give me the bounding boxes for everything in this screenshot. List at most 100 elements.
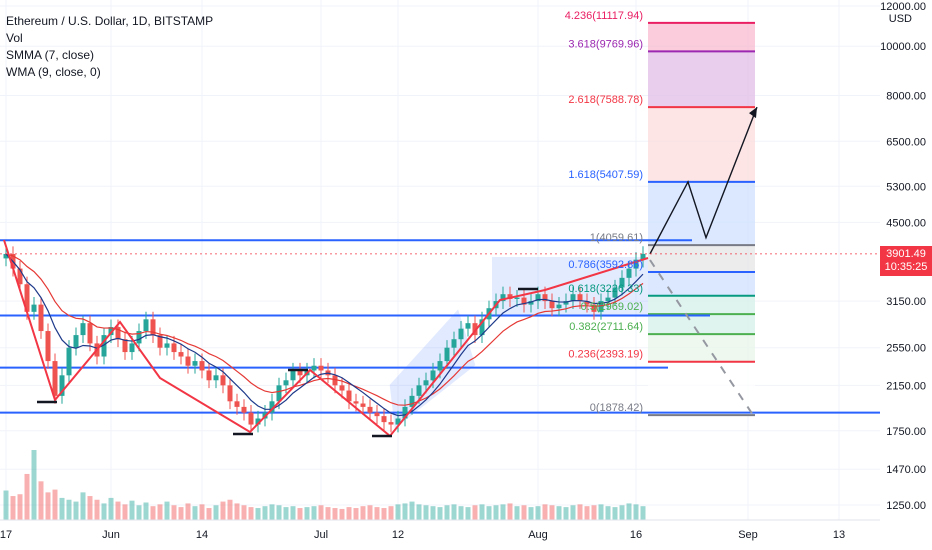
candle-body bbox=[206, 370, 212, 381]
volume-bar bbox=[136, 505, 142, 520]
arrow-head bbox=[749, 107, 757, 119]
candle-body bbox=[52, 361, 58, 396]
volume-bar bbox=[367, 505, 373, 520]
volume-bar bbox=[521, 505, 527, 520]
candle-body bbox=[129, 343, 135, 353]
candle-body bbox=[374, 412, 380, 417]
volume-bar bbox=[66, 499, 72, 520]
volume-bar bbox=[24, 473, 30, 520]
candle-body bbox=[423, 380, 429, 386]
price-tick-label: 4500.00 bbox=[886, 217, 926, 229]
volume-bar bbox=[3, 490, 9, 520]
candle-body bbox=[612, 287, 618, 298]
chart-legend: Ethereum / U.S. Dollar, 1D, BITSTAMP Vol… bbox=[6, 13, 213, 81]
volume-bar bbox=[101, 503, 107, 520]
volume-bar bbox=[241, 505, 247, 520]
fib-zone bbox=[648, 22, 755, 52]
candle-body bbox=[416, 385, 422, 396]
candle-body bbox=[507, 294, 513, 299]
price-tick-label: 5300.00 bbox=[886, 181, 926, 193]
fib-zone bbox=[648, 245, 755, 273]
volume-bar bbox=[479, 504, 485, 520]
candle-body bbox=[465, 323, 471, 329]
last-price: 3901.49 bbox=[886, 248, 926, 260]
volume-bar bbox=[388, 506, 394, 520]
legend-smma[interactable]: SMMA (7, close) bbox=[6, 48, 95, 62]
candle-body bbox=[80, 323, 86, 336]
projection-arrow bbox=[649, 106, 758, 255]
candle-body bbox=[297, 370, 303, 376]
candle-body bbox=[143, 319, 149, 332]
volume-bar bbox=[185, 503, 191, 520]
volume-bar bbox=[570, 505, 576, 520]
volume-bar bbox=[437, 507, 443, 520]
volume-bar bbox=[31, 450, 37, 520]
fib-level-label: 0(1878.42) bbox=[590, 402, 643, 414]
candle-body bbox=[311, 365, 317, 371]
price-axis[interactable]: 12000.00 10000.00 8000.00 6500.00 5300.00 450… bbox=[880, 0, 932, 550]
candle-body bbox=[619, 277, 625, 288]
moving-averages bbox=[5, 253, 644, 417]
candle-body bbox=[521, 297, 527, 305]
time-tick-label: Jun bbox=[102, 529, 120, 541]
trend-drawings bbox=[0, 106, 880, 438]
candle-body bbox=[542, 294, 548, 302]
volume-bar bbox=[374, 507, 380, 520]
time-tick-label: 16 bbox=[630, 529, 642, 541]
candle-body bbox=[563, 301, 569, 305]
volume-bar bbox=[605, 506, 611, 520]
volume-bar bbox=[115, 501, 121, 520]
fib-zone bbox=[648, 334, 755, 362]
fib-extension-zones bbox=[648, 21, 755, 417]
fib-zone bbox=[648, 107, 755, 182]
legend-vol[interactable]: Vol bbox=[6, 31, 23, 45]
volume-bar bbox=[276, 505, 282, 520]
candle-body bbox=[283, 380, 289, 386]
time-axis[interactable]: 17Jun14Jul12Aug16Sep13Oct bbox=[0, 519, 932, 541]
volume-bar bbox=[262, 506, 268, 520]
candle-body bbox=[633, 259, 639, 269]
volume-bar bbox=[234, 503, 240, 520]
candle-body bbox=[108, 327, 114, 336]
candle-body bbox=[178, 352, 184, 357]
price-tick-label: 2550.00 bbox=[886, 343, 926, 355]
candle-body bbox=[38, 304, 44, 332]
volume-bar bbox=[94, 499, 100, 520]
volume-bar bbox=[255, 508, 261, 520]
volume-bar bbox=[444, 505, 450, 520]
candle-body bbox=[591, 304, 597, 312]
volume-bar bbox=[528, 507, 534, 520]
time-tick-label: 13 bbox=[833, 529, 845, 541]
candle-body bbox=[332, 375, 338, 386]
legend-wma[interactable]: WMA (9, close, 0) bbox=[6, 65, 101, 79]
fib-zone bbox=[648, 314, 755, 335]
volume-bar bbox=[59, 497, 65, 520]
candle-body bbox=[444, 347, 450, 362]
volume-bar bbox=[10, 496, 16, 520]
candle-body bbox=[185, 356, 191, 366]
volume-bar bbox=[493, 505, 499, 520]
candle-body bbox=[339, 385, 345, 391]
legend-symbol[interactable]: Ethereum / U.S. Dollar, 1D, BITSTAMP bbox=[6, 14, 214, 28]
candle-body bbox=[514, 297, 520, 299]
candle-body bbox=[290, 370, 296, 381]
candle-body bbox=[171, 343, 177, 353]
candle-body bbox=[269, 401, 275, 413]
zigzag-pattern bbox=[3, 239, 649, 438]
candle-body bbox=[157, 335, 163, 348]
volume-bar bbox=[416, 504, 422, 520]
candle-body bbox=[549, 301, 555, 309]
volume-bar bbox=[290, 506, 296, 520]
time-tick-label: Aug bbox=[528, 529, 548, 541]
volume-bar bbox=[451, 504, 457, 520]
volume-bar bbox=[640, 506, 646, 520]
candle-body bbox=[556, 304, 562, 309]
time-tick-label: Jul bbox=[314, 529, 328, 541]
candle-body bbox=[367, 406, 373, 413]
candle-body bbox=[234, 401, 240, 407]
candle-body bbox=[87, 323, 93, 344]
fib-level-label: 0.786(3592.86) bbox=[568, 259, 643, 271]
volume-bar bbox=[192, 506, 198, 520]
price-tick-label: 1470.00 bbox=[886, 464, 926, 476]
